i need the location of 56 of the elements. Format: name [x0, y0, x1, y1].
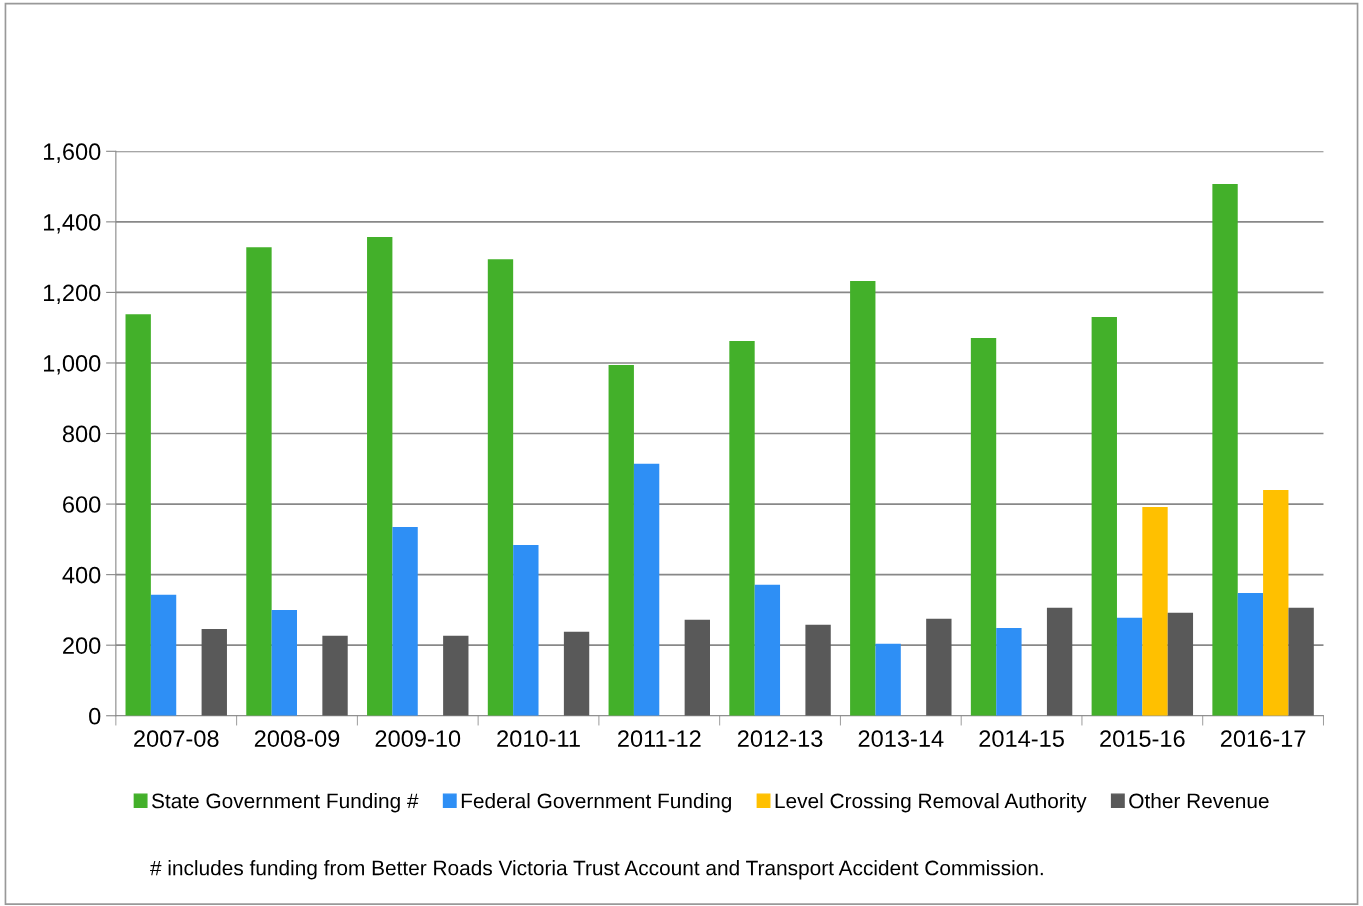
bar: [729, 341, 755, 716]
y-tick-label: 1,400: [43, 213, 101, 234]
bar: [926, 618, 952, 716]
bar: [1046, 607, 1073, 716]
x-tick-label: 2014-15: [979, 730, 1064, 747]
legend-label: Other Revenue: [1129, 793, 1269, 809]
x-tick-label: 2010-11: [497, 730, 580, 747]
bar: [443, 635, 469, 716]
bar: [513, 545, 539, 716]
y-tick-label: 600: [63, 496, 101, 513]
y-tick-label: 1,000: [43, 355, 101, 375]
x-tick-label: 2013-14: [858, 730, 944, 747]
y-tick-label: 0: [89, 707, 101, 725]
bar: [201, 628, 227, 716]
legend-label: Level Crossing Removal Authority: [775, 793, 1087, 813]
bar: [850, 281, 876, 716]
bar: [970, 337, 997, 716]
bar: [487, 259, 514, 716]
bar: [125, 314, 151, 716]
bar: [1167, 612, 1194, 716]
bar: [563, 631, 590, 716]
bar: [1263, 489, 1289, 716]
bar: [754, 584, 781, 716]
y-tick-label: 400: [62, 566, 101, 584]
x-tick-label: 2011-12: [618, 730, 701, 747]
bar: [1212, 184, 1238, 716]
x-tick-label: 2007-08: [134, 730, 219, 747]
bar: [996, 627, 1022, 716]
text: # includes funding from Better Roads Victoria Trust Account and Transport Accident Commission.: [150, 860, 1043, 880]
x-tick-label: 2016-17: [1220, 730, 1306, 747]
bar: [805, 624, 831, 716]
bar: [1237, 592, 1264, 716]
bar: [1288, 607, 1314, 716]
y-tick-label: 1,200: [43, 284, 101, 304]
y-tick-label: 800: [62, 425, 101, 443]
x-tick-label: 2008-09: [254, 730, 340, 747]
bar: [367, 237, 393, 716]
bar: [1116, 617, 1143, 716]
bar: [1091, 317, 1117, 716]
bar: [246, 247, 272, 716]
bar: [150, 594, 177, 716]
bar: [1142, 506, 1168, 716]
legend-label: State Government Funding #: [151, 793, 419, 813]
bar: [633, 463, 660, 716]
bar: [875, 643, 901, 716]
bar: [392, 527, 418, 716]
y-tick-label: 1,600: [43, 143, 101, 163]
x-tick-label: 2012-13: [737, 730, 823, 747]
bar: [684, 619, 710, 716]
legend-label: Federal Government Funding: [461, 793, 731, 813]
x-tick-label: 2015-16: [1100, 730, 1185, 747]
bar: [608, 365, 634, 716]
bar: [271, 609, 297, 716]
bar: [322, 635, 348, 716]
x-tick-label: 2009-10: [375, 730, 461, 747]
y-tick-label: 200: [63, 637, 101, 654]
